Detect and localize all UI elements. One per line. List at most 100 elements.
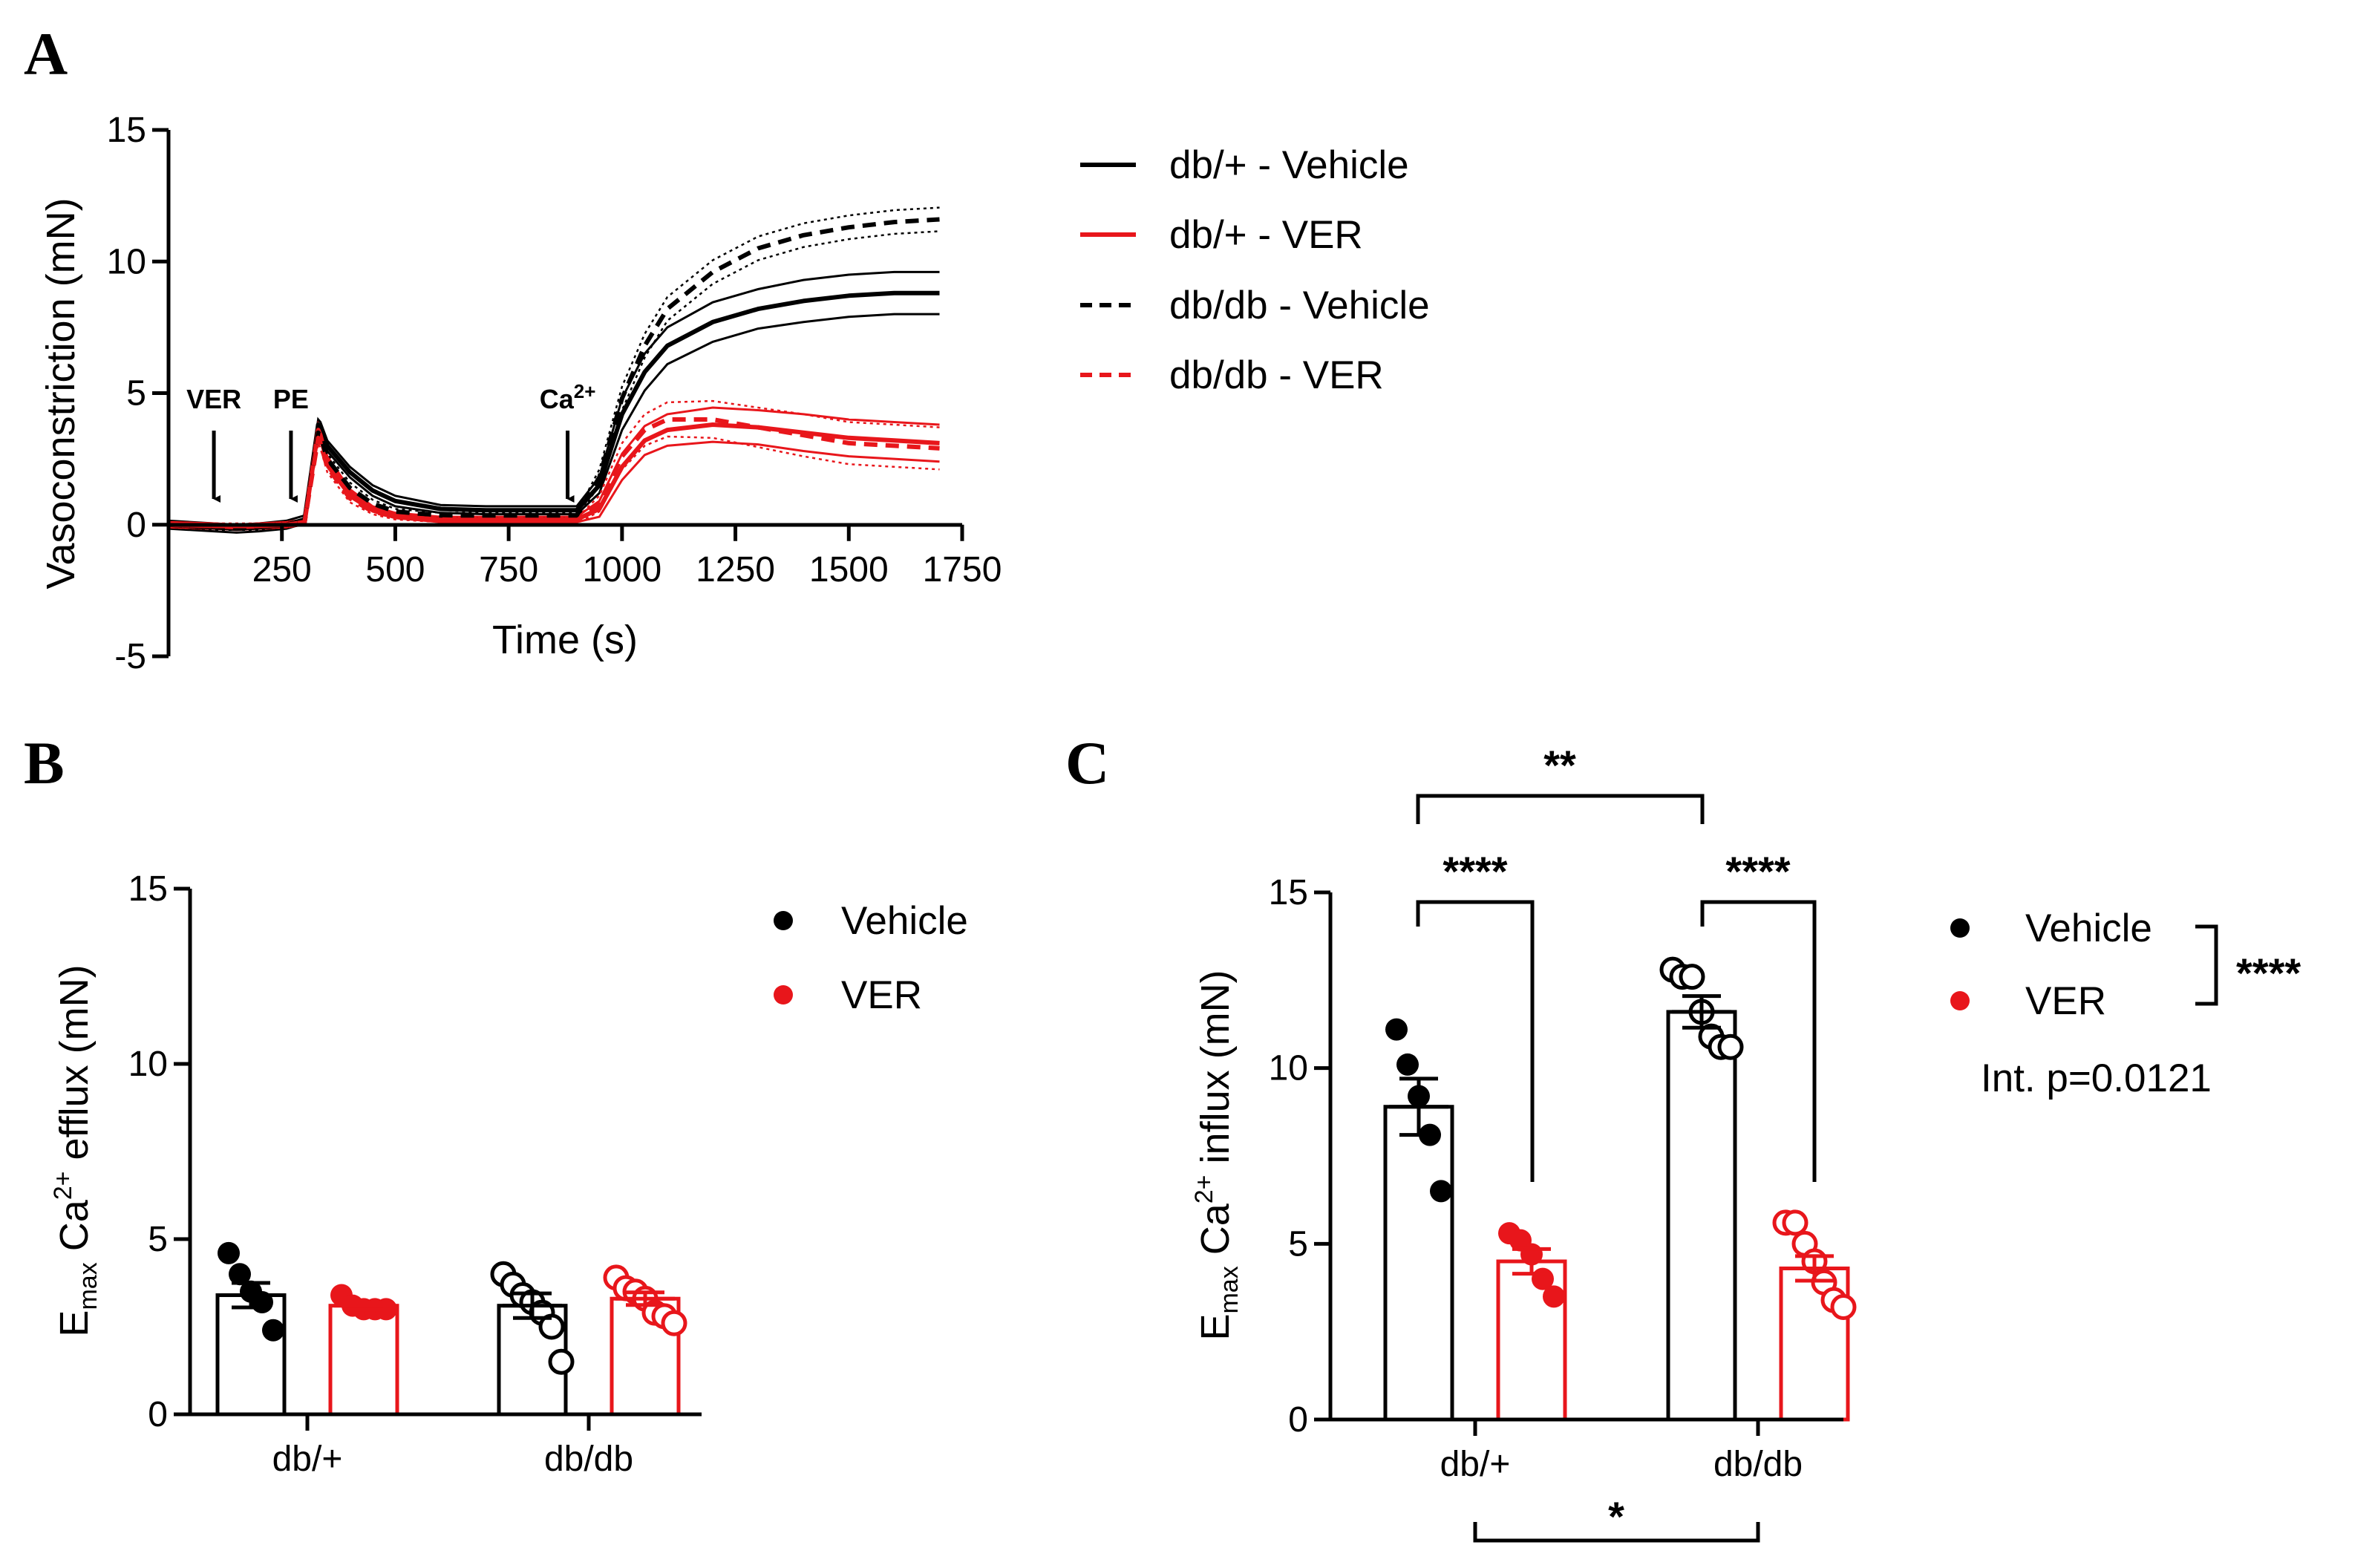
legend-sig-label: **** <box>2236 950 2301 996</box>
sem-lower-2 <box>168 230 940 532</box>
x-tick-label: 750 <box>479 550 538 589</box>
panel-c-ticks: 0 5 10 15 db/+ db/db <box>1269 873 1803 1484</box>
bar-ver-0 <box>1496 1259 1567 1422</box>
panel-label-c: C <box>1065 729 1109 797</box>
sig-label-bottom: * <box>1608 1493 1624 1540</box>
bar-vehicle-0 <box>1383 1105 1454 1422</box>
x-tick-label: 500 <box>365 550 425 589</box>
y-tick-label: 5 <box>1288 1224 1308 1264</box>
legend-item-db-plus-ver: db/+ - VER <box>1080 213 1363 257</box>
legend-marker <box>1950 918 1970 938</box>
panel-a-sem-bands <box>168 206 940 534</box>
legend-label: Vehicle <box>841 899 968 943</box>
panel-c-bar-chart <box>1383 956 1857 1422</box>
panel-b-bar-chart <box>215 1241 687 1417</box>
y-tick-label: 5 <box>126 374 146 414</box>
panel-label-a: A <box>24 20 68 88</box>
x-tick-label: 1000 <box>582 550 661 589</box>
data-point <box>1679 964 1705 990</box>
legend-item-ver: VER <box>1950 979 2106 1023</box>
bar-vehicle-0 <box>215 1293 287 1417</box>
legend-label: db/db - Vehicle <box>1169 284 1430 327</box>
legend-item-ver: VER <box>774 973 922 1017</box>
legend-item-db-plus-vehicle: db/+ - Vehicle <box>1080 143 1409 187</box>
y-tick-label: 15 <box>107 111 146 150</box>
panel-a-series-lines <box>168 217 940 532</box>
data-point <box>1717 1033 1744 1060</box>
sem-upper-0 <box>168 270 940 526</box>
legend-bracket <box>2195 924 2218 1006</box>
panel-a-y-axis-label: Vasoconstriction (mN) <box>39 197 83 589</box>
sem-upper-2 <box>168 206 940 526</box>
x-tick-label: 250 <box>252 550 312 589</box>
legend-label: db/+ - Vehicle <box>1169 143 1409 187</box>
y-tick-label: -5 <box>114 637 146 676</box>
category-label: db/db <box>1713 1445 1803 1484</box>
sem-lower-0 <box>168 313 940 534</box>
legend-label: VER <box>841 973 922 1017</box>
legend-label: db/+ - VER <box>1169 213 1363 257</box>
legend-label: Vehicle <box>2025 906 2152 950</box>
data-point <box>538 1313 565 1340</box>
legend-item-vehicle: Vehicle <box>774 899 968 943</box>
legend-item-db-db-ver: db/db - VER <box>1080 353 1384 397</box>
series-line-2 <box>168 217 940 530</box>
panel-c-legend: Vehicle VER **** Int. p=0.0121 <box>1950 906 2301 1100</box>
panel-a-annotations: VER PE Ca2+ <box>186 380 596 503</box>
y-tick-label: 0 <box>148 1395 168 1434</box>
x-tick-label: 1250 <box>696 550 775 589</box>
panel-a-line-chart <box>168 206 940 534</box>
data-point <box>1385 1018 1408 1041</box>
sig-bracket-db-db: **** <box>1700 848 1817 1182</box>
panel-c-y-axis-label: Emax Ca2+ influx (mN) <box>1190 970 1244 1340</box>
data-point <box>375 1298 397 1321</box>
data-point <box>229 1263 251 1286</box>
y-tick-label: 10 <box>1269 1049 1308 1088</box>
sig-label-top: ** <box>1543 742 1576 788</box>
legend-marker <box>774 985 793 1004</box>
sig-label-db-db: **** <box>1725 848 1790 895</box>
data-point <box>1782 1209 1809 1236</box>
interaction-p-value: Int. p=0.0121 <box>1981 1056 2212 1100</box>
y-tick-label: 0 <box>1288 1400 1308 1440</box>
category-label: db/db <box>544 1440 633 1479</box>
y-tick-label: 15 <box>1269 873 1308 912</box>
annotation-label-2: Ca2+ <box>540 380 596 414</box>
annotation-label-0: VER <box>186 384 241 414</box>
data-point <box>1430 1180 1452 1203</box>
bar-vehicle-1 <box>1666 1010 1737 1422</box>
y-tick-label: 10 <box>128 1045 168 1084</box>
data-point <box>661 1310 687 1336</box>
panel-b-y-axis-label: Emax Ca2+ efflux (mN) <box>49 964 102 1336</box>
data-point <box>548 1348 575 1375</box>
sig-bracket-db-plus: **** <box>1416 848 1535 1182</box>
category-label: db/+ <box>1440 1445 1511 1484</box>
legend-item-vehicle: Vehicle <box>1950 906 2152 950</box>
y-tick-label: 10 <box>107 242 146 281</box>
y-tick-label: 0 <box>126 506 146 545</box>
panel-b-ticks: 0 5 10 15 db/+ db/db <box>128 869 633 1479</box>
legend-marker <box>774 911 793 930</box>
legend-label: VER <box>2025 979 2106 1023</box>
legend-item-db-db-vehicle: db/db - Vehicle <box>1080 284 1430 327</box>
panel-b-legend: Vehicle VER <box>774 899 968 1017</box>
sem-upper-3 <box>168 399 940 525</box>
y-tick-label: 15 <box>128 869 168 909</box>
panel-c-significance: ** **** **** * <box>1416 742 1817 1543</box>
legend-marker <box>1950 991 1970 1010</box>
panel-label-b: B <box>24 729 65 797</box>
x-tick-label: 1500 <box>809 550 889 589</box>
annotation-label-1: PE <box>273 384 309 414</box>
panel-a-x-axis-label: Time (s) <box>492 618 638 662</box>
category-label: db/+ <box>272 1440 343 1479</box>
sig-bracket-top: ** <box>1416 742 1705 824</box>
data-point <box>1396 1053 1419 1076</box>
legend-label: db/db - VER <box>1169 353 1384 397</box>
y-tick-label: 5 <box>148 1220 168 1259</box>
data-point <box>1830 1294 1857 1321</box>
panel-a-ticks: -5 0 5 10 15 250 500 750 1000 1250 1500 1750 <box>107 111 1002 676</box>
data-point <box>262 1319 284 1342</box>
sig-label-db-plus: **** <box>1443 848 1507 895</box>
data-point <box>1543 1285 1565 1308</box>
